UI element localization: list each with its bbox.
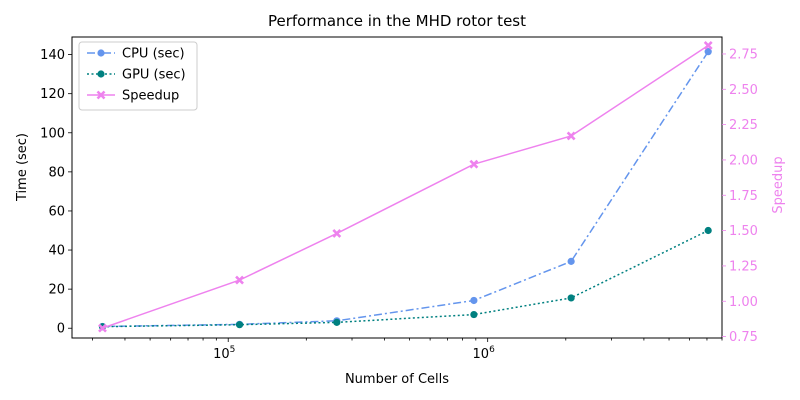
data-point (235, 275, 244, 285)
x-tick-label: 106 (473, 345, 496, 362)
data-point (97, 70, 105, 78)
plot-frame (71, 36, 723, 339)
y2-tick-label: 0.75 (729, 330, 758, 345)
y2-tick-label: 1.50 (729, 224, 758, 239)
data-point (704, 48, 712, 56)
y-axis-title: Time (sec) (15, 133, 30, 202)
data-point (98, 323, 107, 333)
y-tick-label: 140 (40, 48, 65, 63)
y-tick-label: 80 (48, 165, 65, 180)
data-point (704, 226, 712, 235)
legend: CPU (sec) GPU (sec) Speedup (78, 41, 198, 111)
y2-tick-label: 1.25 (729, 259, 758, 274)
series-speedup (98, 41, 713, 333)
data-point (332, 229, 342, 238)
data-point (333, 318, 341, 326)
legend-label: CPU (sec) (122, 47, 185, 62)
data-point (567, 257, 575, 265)
legend-label: Speedup (122, 89, 179, 104)
y2-tick-label: 2.00 (729, 153, 758, 168)
y-tick-label: 40 (48, 244, 65, 259)
series-gpu-sec (98, 226, 712, 331)
legend-item: GPU (sec) (87, 68, 186, 83)
data-point (566, 131, 576, 141)
y2-tick-label: 1.00 (729, 295, 758, 310)
y2-axis-title: Speedup (771, 156, 786, 213)
series-line (102, 229, 709, 328)
x-tick-label: 105 (213, 345, 235, 362)
y-tick-label: 60 (48, 204, 65, 219)
series-line (102, 44, 709, 329)
y-tick-label: 0 (57, 322, 65, 337)
y2-tick-label: 1.75 (729, 189, 758, 204)
data-point (469, 159, 479, 169)
data-point (703, 41, 713, 50)
legend-item: CPU (sec) (87, 47, 185, 62)
y-tick-label: 20 (48, 283, 65, 298)
x-axis-title: Number of Cells (345, 372, 449, 387)
data-point (470, 296, 478, 305)
data-point (470, 310, 478, 319)
data-point (96, 90, 106, 100)
y2-tick-label: 2.75 (729, 47, 758, 62)
chart-title: Performance in the MHD rotor test (268, 12, 526, 30)
y-tick-label: 120 (40, 87, 65, 102)
y-tick-label: 100 (40, 126, 65, 141)
data-point (97, 49, 105, 57)
data-point (567, 294, 575, 302)
data-point (235, 321, 244, 329)
y2-tick-label: 2.25 (729, 118, 758, 133)
legend-box (78, 41, 198, 111)
y2-tick-label: 2.50 (729, 83, 758, 98)
legend-label: GPU (sec) (122, 68, 186, 83)
legend-item: Speedup (87, 89, 179, 104)
